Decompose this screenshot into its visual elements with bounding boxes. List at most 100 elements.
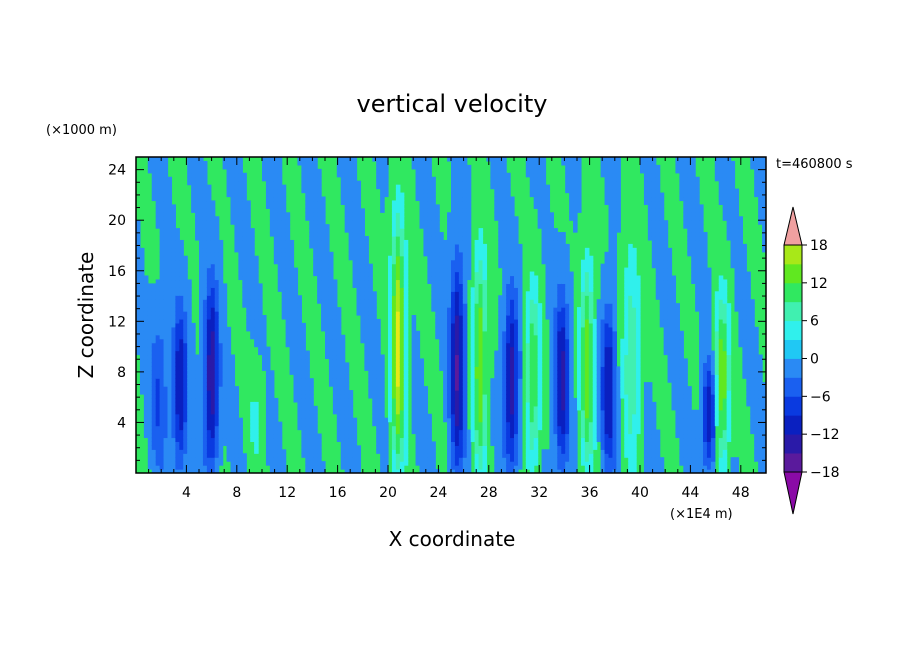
field-cell xyxy=(451,390,456,395)
field-cell xyxy=(305,196,310,202)
field-cell xyxy=(246,275,251,281)
field-cell xyxy=(482,295,488,300)
field-cell xyxy=(222,433,228,439)
field-cell xyxy=(470,425,476,431)
field-cell xyxy=(238,196,243,202)
field-cell xyxy=(136,247,141,253)
field-cell xyxy=(313,232,318,237)
field-cell xyxy=(234,184,239,190)
field-cell xyxy=(183,287,188,292)
field-cell xyxy=(222,358,228,363)
field-cell xyxy=(163,192,169,198)
field-cell xyxy=(462,303,468,308)
field-cell xyxy=(242,461,247,466)
field-cell xyxy=(179,350,184,356)
field-cell xyxy=(506,386,511,391)
field-cell xyxy=(254,326,259,332)
field-cell xyxy=(498,425,503,431)
field-cell xyxy=(159,315,165,320)
field-cell xyxy=(419,445,425,450)
field-cell xyxy=(344,378,350,383)
field-cell xyxy=(147,295,153,300)
field-cell xyxy=(285,279,291,284)
field-cell xyxy=(529,176,535,182)
field-cell xyxy=(431,180,436,186)
field-cell xyxy=(380,176,385,182)
field-cell xyxy=(250,334,255,340)
field-cell xyxy=(439,255,444,261)
field-cell xyxy=(451,236,456,241)
field-cell xyxy=(372,405,377,411)
field-cell xyxy=(285,239,291,245)
field-cell xyxy=(171,224,176,229)
field-cell xyxy=(462,176,468,182)
field-cell xyxy=(226,362,232,367)
field-cell xyxy=(498,350,503,356)
field-cell xyxy=(395,445,401,450)
field-cell xyxy=(250,236,255,241)
field-cell xyxy=(395,228,401,233)
field-cell xyxy=(281,184,287,190)
field-cell xyxy=(210,461,216,466)
field-cell xyxy=(423,200,428,205)
field-cell xyxy=(447,303,452,308)
field-cell xyxy=(179,283,184,288)
field-cell xyxy=(510,401,515,407)
field-cell xyxy=(262,315,267,320)
field-cell xyxy=(395,457,401,462)
field-cell xyxy=(431,232,436,237)
field-cell xyxy=(454,259,460,265)
field-cell xyxy=(265,370,271,375)
field-cell xyxy=(199,346,204,352)
field-cell xyxy=(443,307,448,312)
field-cell xyxy=(325,318,330,324)
field-cell xyxy=(533,378,539,383)
field-cell xyxy=(147,429,153,435)
field-cell xyxy=(332,303,338,308)
field-cell xyxy=(490,180,495,186)
field-cell xyxy=(517,243,523,249)
field-cell xyxy=(439,338,444,344)
field-cell xyxy=(439,318,444,324)
field-cell xyxy=(470,358,476,363)
field-cell xyxy=(529,453,535,458)
field-cell xyxy=(435,271,440,277)
field-cell xyxy=(187,326,192,332)
field-cell xyxy=(502,251,507,257)
field-cell xyxy=(462,322,468,328)
field-cell xyxy=(265,378,271,383)
field-cell xyxy=(281,275,287,281)
field-cell xyxy=(179,322,184,328)
field-cell xyxy=(214,429,220,435)
field-cell xyxy=(506,413,511,419)
field-cell xyxy=(313,228,318,233)
field-cell xyxy=(451,299,456,304)
field-cell xyxy=(167,271,173,277)
field-cell xyxy=(502,346,507,352)
field-cell xyxy=(195,441,200,446)
field-cell xyxy=(447,307,452,312)
field-cell xyxy=(411,390,417,395)
field-cell xyxy=(218,330,224,336)
field-cell xyxy=(159,409,165,415)
field-cell xyxy=(234,429,239,435)
field-cell xyxy=(419,366,425,371)
field-cell xyxy=(159,311,165,316)
field-cell xyxy=(494,413,499,419)
field-cell xyxy=(163,382,169,387)
field-cell xyxy=(143,413,149,419)
field-cell xyxy=(309,208,314,213)
field-cell xyxy=(360,228,365,233)
field-cell xyxy=(502,157,507,162)
field-cell xyxy=(273,208,279,213)
field-cell xyxy=(533,192,539,198)
field-cell xyxy=(395,236,401,241)
field-cell xyxy=(470,382,476,387)
field-cell xyxy=(431,204,436,209)
field-cell xyxy=(360,279,365,284)
field-cell xyxy=(478,279,484,284)
field-cell xyxy=(415,382,421,387)
field-cell xyxy=(167,425,173,431)
field-cell xyxy=(258,291,263,296)
